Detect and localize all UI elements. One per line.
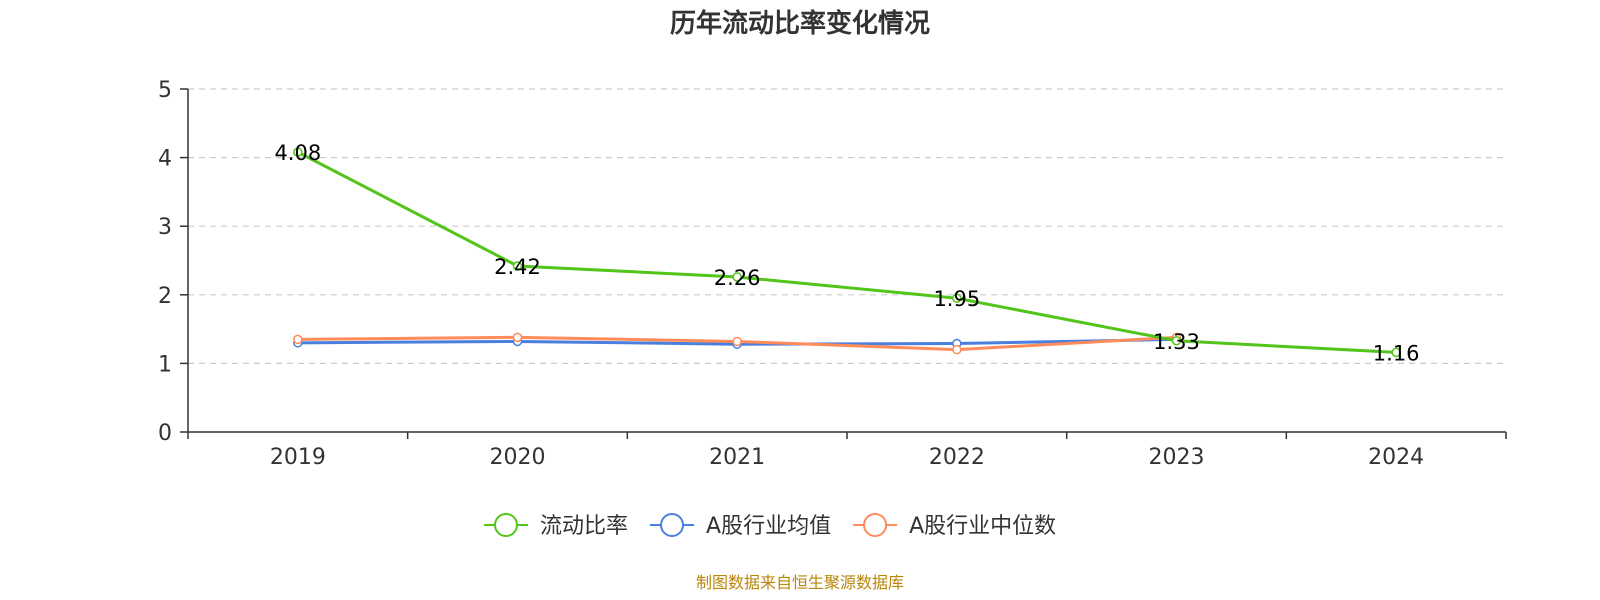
data-point: [952, 344, 962, 355]
data-point: [1171, 336, 1182, 346]
legend-label: A股行业中位数: [909, 514, 1056, 539]
data-label: 4.08: [274, 141, 321, 165]
data-label: 2.42: [494, 255, 541, 279]
data-label: 1.33: [1153, 330, 1200, 354]
legend-item[interactable]: 流动比率: [484, 513, 628, 539]
x-tick-label: 2019: [270, 445, 326, 470]
series-line: [297, 150, 1397, 354]
axes: 0 1 2 3 4 5 2019 2020 2021 2022 2023 2024: [158, 78, 1507, 470]
legend-label: 流动比率: [540, 514, 628, 539]
y-tick-label: 2: [158, 284, 172, 309]
data-point: [732, 336, 742, 347]
data-point: [293, 334, 303, 345]
y-tick-label: 1: [158, 352, 172, 377]
grid: [188, 88, 1506, 364]
data-point: [952, 293, 962, 303]
data-point: [1391, 347, 1401, 358]
chart-title: 历年流动比率变化情况: [670, 8, 930, 39]
legend-marker-icon: [494, 513, 518, 537]
data-label: 1.95: [933, 287, 980, 311]
data-label: 2.26: [714, 266, 761, 290]
x-tick-label: 2022: [929, 445, 985, 470]
legend-label: A股行业均值: [706, 514, 831, 539]
x-tick-label: 2024: [1368, 445, 1424, 470]
x-tick-label: 2020: [490, 445, 546, 470]
y-tick-label: 5: [158, 78, 172, 103]
source-note: 制图数据来自恒生聚源数据库: [696, 573, 904, 592]
legend-marker-icon: [660, 513, 685, 537]
x-tick-label: 2021: [709, 445, 765, 470]
legend-item[interactable]: A股行业中位数: [853, 513, 1056, 539]
data-label: 1.16: [1373, 341, 1420, 365]
x-tick-label: 2023: [1149, 445, 1205, 470]
data-point: [293, 147, 303, 157]
y-tick-label: 3: [158, 215, 172, 240]
legend[interactable]: 流动比率 A股行业均值 A股行业中位数: [484, 513, 1056, 539]
legend-marker-icon: [863, 513, 888, 537]
legend-item[interactable]: A股行业均值: [650, 513, 831, 539]
data-point: [512, 261, 523, 271]
data-labels: 4.08 2.42 2.26 1.95 1.33 1.16: [274, 141, 1419, 365]
y-tick-label: 0: [158, 421, 172, 446]
series: [293, 147, 1401, 358]
data-point: [732, 272, 742, 282]
data-point: [512, 332, 523, 343]
y-tick-label: 4: [158, 147, 172, 172]
